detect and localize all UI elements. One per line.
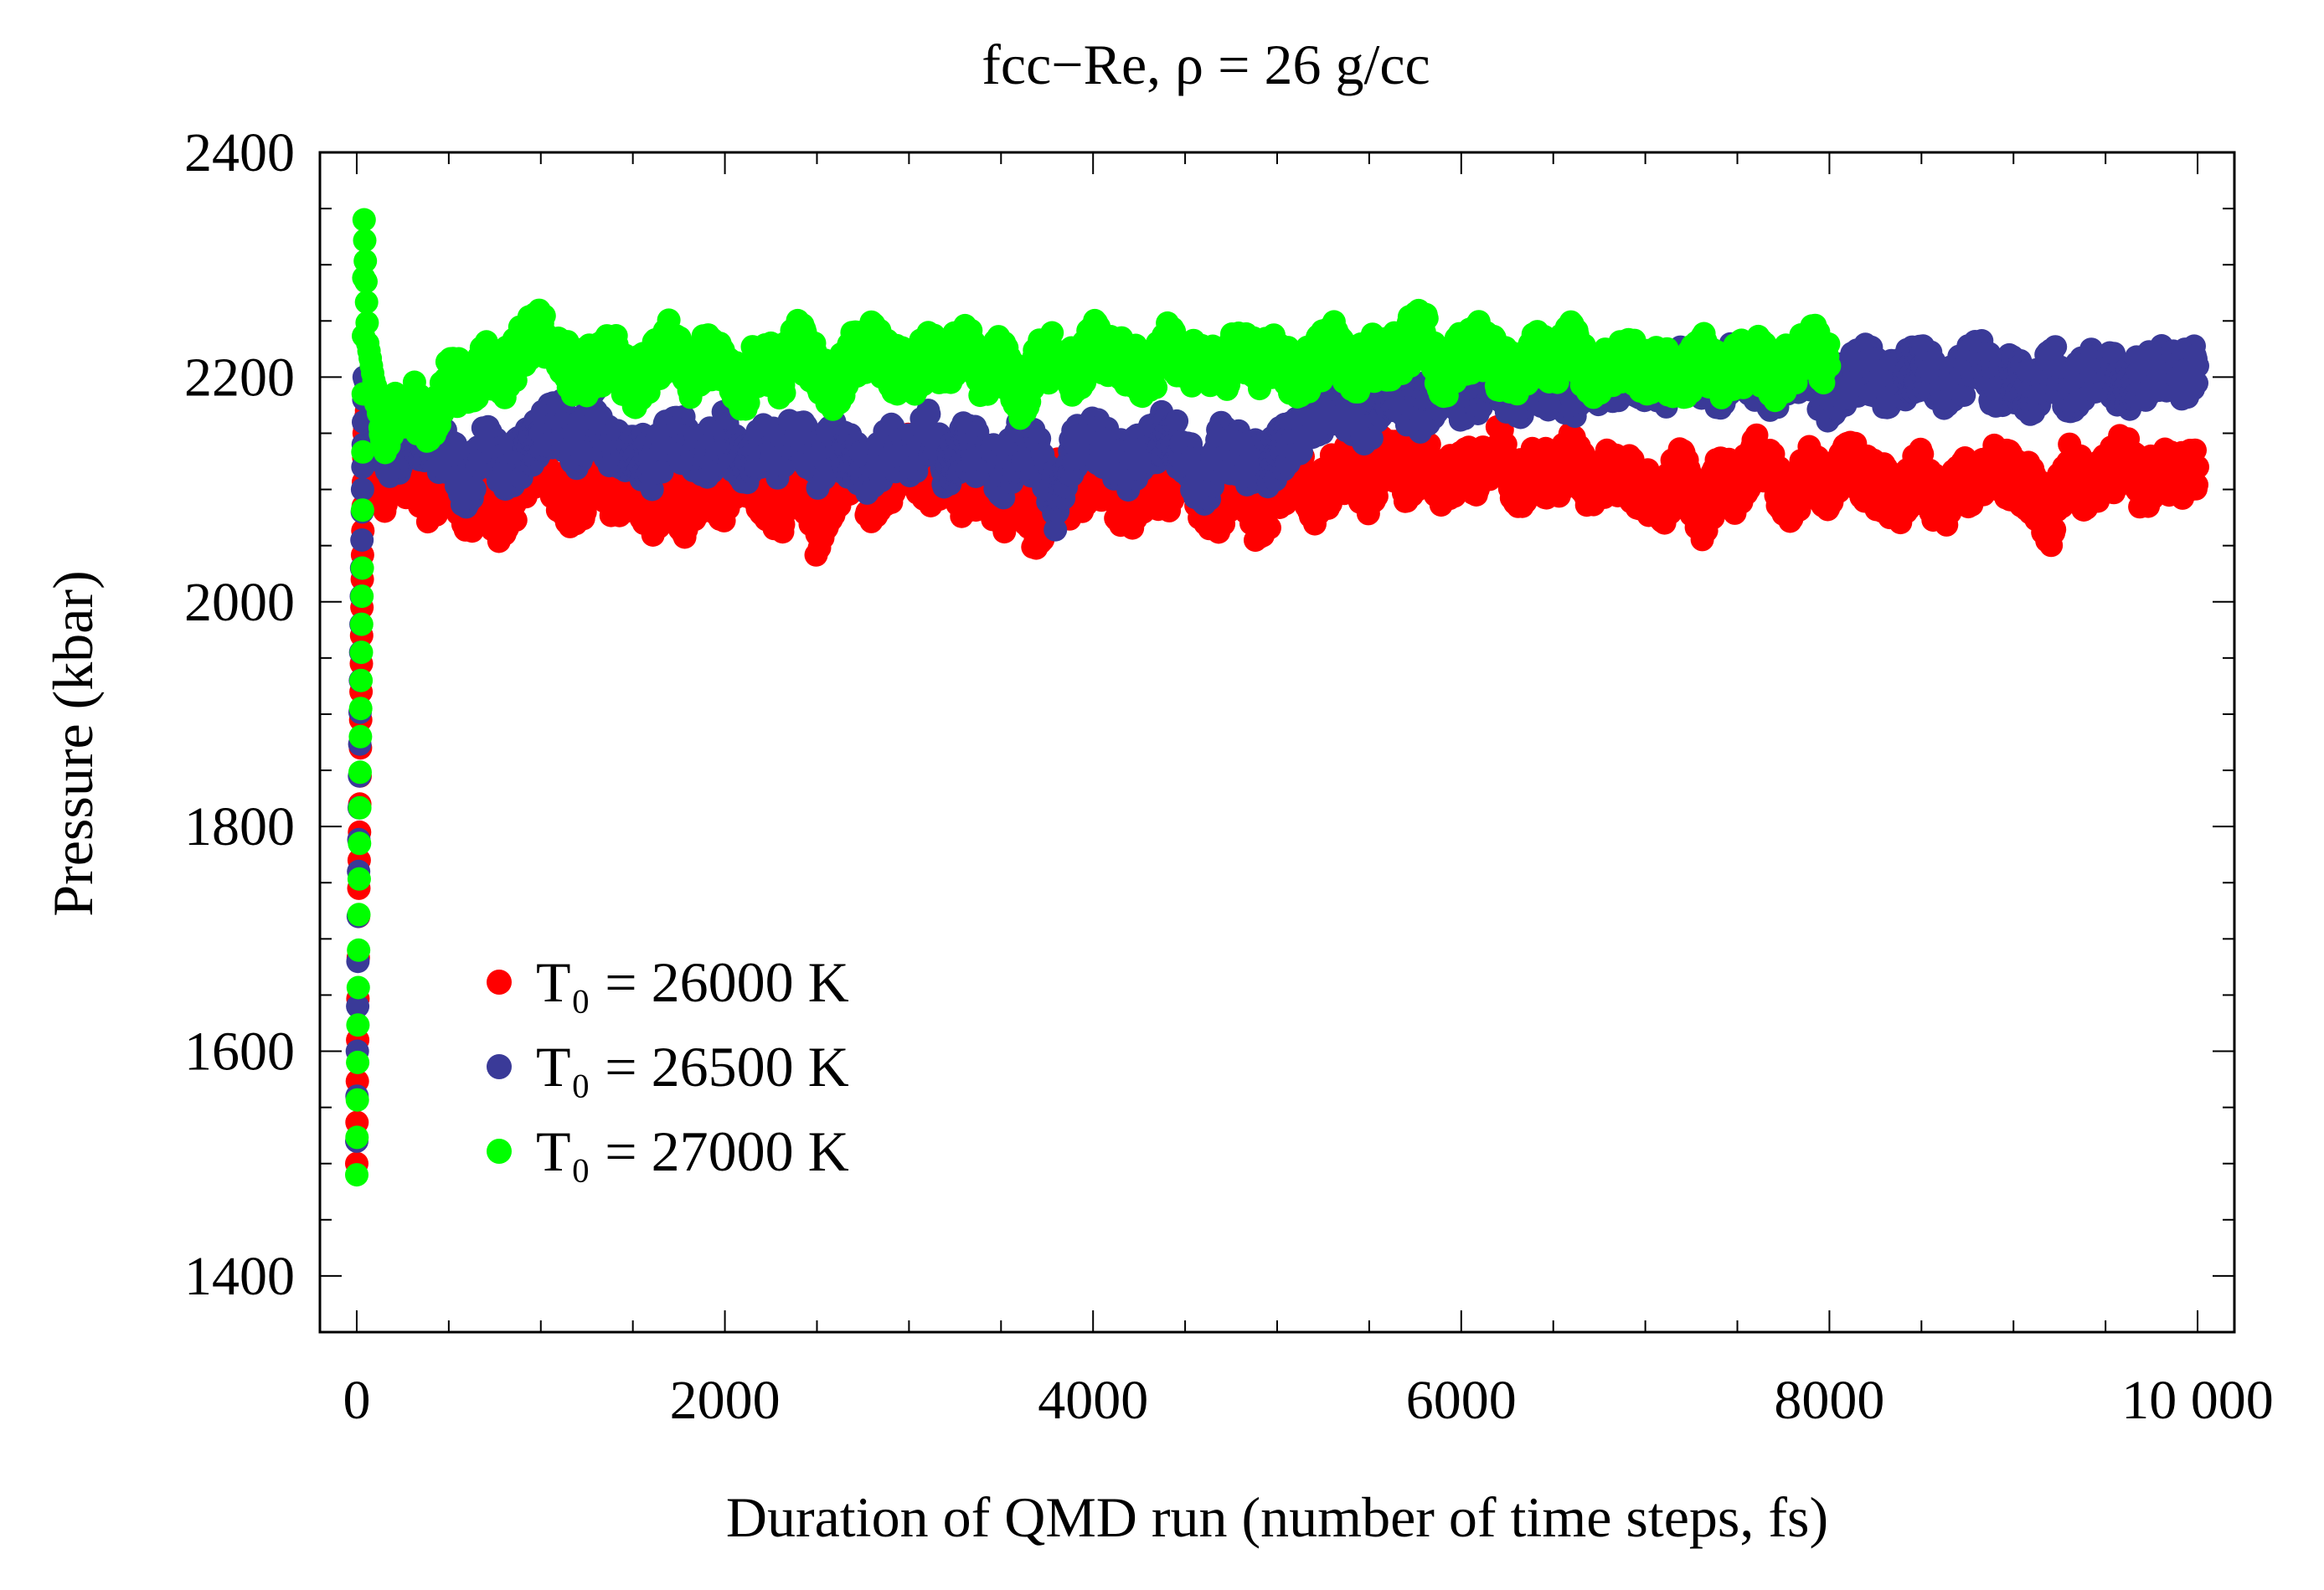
data-point [350, 556, 374, 580]
data-point [462, 477, 487, 501]
data-point [1258, 516, 1281, 540]
data-point [350, 477, 374, 502]
data-point [349, 668, 374, 692]
data-point [348, 831, 372, 856]
data-point [347, 867, 371, 891]
data-point [346, 975, 370, 1000]
data-point [346, 994, 370, 1018]
data-point [352, 208, 376, 232]
data-point [2043, 335, 2068, 359]
data-point [650, 460, 674, 484]
data-point [346, 1050, 370, 1074]
data-point [350, 498, 374, 522]
data-point [345, 1125, 369, 1150]
data-point [2186, 455, 2209, 479]
data-points [345, 208, 2209, 1187]
data-point [348, 697, 373, 721]
data-point [349, 641, 374, 665]
data-point [354, 290, 379, 314]
data-point [917, 402, 941, 426]
data-point [354, 270, 378, 294]
data-point [347, 938, 371, 962]
chart-title: fcc−Re, ρ = 26 g/cc [982, 33, 1430, 96]
data-point [2186, 354, 2209, 378]
data-point [345, 1088, 369, 1112]
data-point [349, 612, 374, 636]
data-point [353, 249, 378, 273]
data-point [347, 903, 371, 927]
data-point [1493, 432, 1518, 456]
data-point [346, 1013, 370, 1037]
data-point [348, 795, 372, 820]
data-point [348, 724, 373, 749]
data-point [355, 311, 379, 335]
data-point [350, 528, 374, 552]
data-point [345, 1163, 368, 1187]
data-point [350, 584, 374, 609]
data-point [2185, 473, 2208, 497]
data-point [503, 508, 528, 533]
data-point [1165, 409, 1189, 433]
data-point [2043, 517, 2067, 542]
data-point [353, 229, 377, 253]
data-point [348, 760, 372, 785]
